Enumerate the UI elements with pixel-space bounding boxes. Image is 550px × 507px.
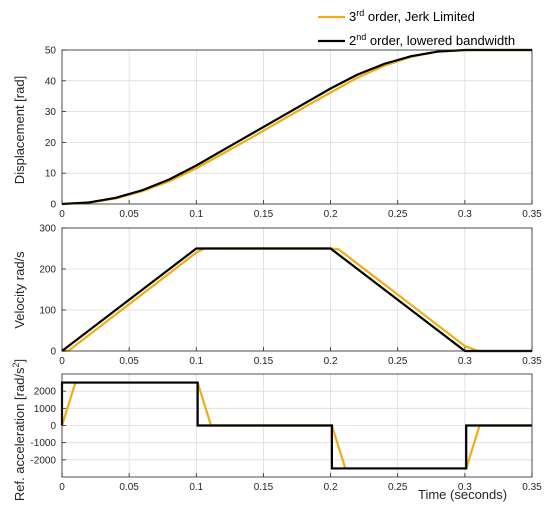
- displacement-ytick-label: 20: [45, 138, 57, 149]
- displacement-ytick-label: 0: [50, 200, 56, 211]
- displacement-ytick-label: 30: [45, 107, 57, 118]
- displacement-xtick-label: 0.3: [458, 209, 472, 220]
- displacement-ylabel: Displacement [rad]: [12, 76, 27, 184]
- velocity-ytick-label: 100: [39, 306, 56, 317]
- acceleration-ylabel: Ref. acceleration [rad/s2]: [11, 359, 27, 501]
- displacement-plot-area: [62, 50, 532, 204]
- legend-label-lowered-bandwidth: 2nd order, lowered bandwidth: [349, 32, 515, 48]
- acceleration-xtick-label: 0.2: [324, 482, 338, 493]
- legend-label-lowered-bandwidth-rest: order, lowered bandwidth: [366, 33, 515, 48]
- acceleration-xtick-label: 0.15: [254, 482, 274, 493]
- acceleration-ylabel-base: Ref. acceleration [rad/s: [12, 367, 27, 501]
- displacement-axes-box: [61, 49, 533, 205]
- velocity-ylabel: Velocity rad/s: [12, 251, 27, 329]
- acceleration-xtick-label: 0.05: [119, 482, 139, 493]
- velocity-xtick-label: 0: [59, 356, 65, 367]
- displacement-xtick-label: 0.1: [189, 209, 203, 220]
- acceleration-xtick-label: 0.25: [388, 482, 408, 493]
- acceleration-ytick-label: 1000: [34, 404, 57, 415]
- acceleration-xtick-label: 0.3: [458, 482, 472, 493]
- acceleration-xtick-label: 0: [59, 482, 65, 493]
- acceleration-series-lowered-bandwidth: [60, 381, 532, 470]
- legend-label-lowered-bandwidth-sup: nd: [356, 32, 366, 42]
- velocity-panel: 0 0.05 0.1 0.15 0.2 0.25 0.3 0.35 0 100 200 300: [39, 224, 542, 368]
- velocity-axes-box: [61, 227, 533, 352]
- displacement-panel: 0 0.05 0.1 0.15 0.2 0.25 0.3 0.35 0 10 20 30 40 50: [45, 46, 542, 221]
- displacement-series-lowered-bandwidth: [61, 48, 532, 206]
- acceleration-ytick-label: -2000: [30, 455, 56, 466]
- velocity-xtick-label: 0.05: [119, 356, 139, 367]
- time-xlabel: Time (seconds): [418, 487, 507, 502]
- displacement-xtick-label: 0.35: [522, 209, 542, 220]
- legend-label-jerk-limited-sup: rd: [356, 8, 364, 18]
- legend-label-lowered-bandwidth-base: 2: [349, 33, 356, 48]
- displacement-xtick-label: 0.25: [388, 209, 408, 220]
- legend-label-jerk-limited: 3rd order, Jerk Limited: [349, 8, 475, 24]
- legend: 3rd order, Jerk Limited 2nd order, lower…: [318, 8, 515, 48]
- velocity-plot-area: [62, 228, 532, 351]
- velocity-xtick-label: 0.15: [254, 356, 274, 367]
- displacement-xtick-label: 0: [59, 209, 65, 220]
- velocity-ytick-label: 0: [50, 347, 56, 358]
- velocity-xtick-label: 0.1: [189, 356, 203, 367]
- displacement-xtick-label: 0.05: [119, 209, 139, 220]
- legend-label-jerk-limited-base: 3: [349, 9, 356, 24]
- acceleration-ytick-label: 0: [50, 421, 56, 432]
- acceleration-ytick-label: 2000: [34, 387, 57, 398]
- displacement-xtick-label: 0.15: [254, 209, 274, 220]
- acceleration-ylabel-end: ]: [12, 359, 27, 363]
- acceleration-xtick-label: 0.35: [522, 482, 542, 493]
- velocity-xtick-label: 0.25: [388, 356, 408, 367]
- acceleration-panel: 0 0.05 0.1 0.15 0.2 0.25 0.3 0.35 -2000 -1000 0 100…: [30, 373, 542, 493]
- displacement-ytick-label: 40: [45, 76, 57, 87]
- velocity-xtick-label: 0.35: [522, 356, 542, 367]
- velocity-ytick-label: 200: [39, 265, 56, 276]
- velocity-xtick-label: 0.2: [324, 356, 338, 367]
- acceleration-ytick-label: -1000: [30, 438, 56, 449]
- acceleration-xtick-label: 0.1: [189, 482, 203, 493]
- acceleration-ylabel-sup: 2: [11, 362, 21, 367]
- displacement-ytick-label: 50: [45, 46, 57, 57]
- legend-label-jerk-limited-rest: order, Jerk Limited: [364, 9, 475, 24]
- displacement-xtick-label: 0.2: [324, 209, 338, 220]
- displacement-ytick-label: 10: [45, 169, 57, 180]
- velocity-ytick-label: 300: [39, 224, 56, 235]
- velocity-xtick-label: 0.3: [458, 356, 472, 367]
